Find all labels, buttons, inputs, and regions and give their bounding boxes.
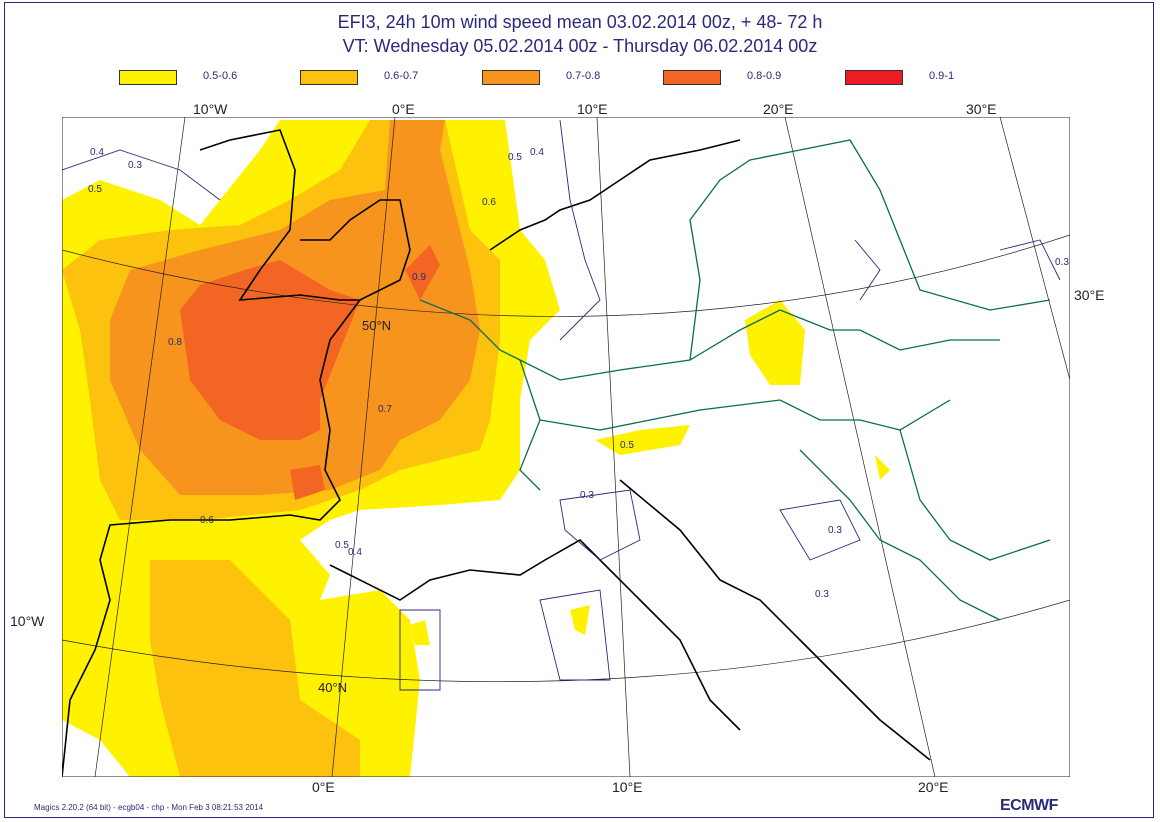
contour-label: 0.4 <box>90 147 104 158</box>
contour-label: 0.9 <box>412 272 426 283</box>
lon-label-top: 0°E <box>392 101 415 117</box>
contour-label: 0.8 <box>168 337 182 348</box>
legend-swatch-4 <box>845 70 903 85</box>
legend-swatch-0 <box>119 70 177 85</box>
efi-area-0.8 <box>180 245 800 500</box>
title-line-1: EFI3, 24h 10m wind speed mean 03.02.2014… <box>337 12 823 32</box>
contour-labels: 0.4 0.3 0.5 0.5 0.4 0.6 0.8 0.7 0.6 0.9 … <box>88 147 1069 600</box>
title-line-2: VT: Wednesday 05.02.2014 00z - Thursday … <box>342 36 818 56</box>
contour-label: 0.4 <box>348 547 362 558</box>
contour-label: 0.6 <box>200 515 214 526</box>
coastlines <box>62 129 931 777</box>
lon-label-bottom: 10°E <box>612 779 643 795</box>
lat-label-50n: 50°N <box>362 318 391 333</box>
contour-label: 0.3 <box>828 525 842 536</box>
contour-label: 0.3 <box>1055 257 1069 268</box>
contour-lines <box>62 119 1061 691</box>
contour-label: 0.3 <box>815 589 829 600</box>
contour-label: 0.5 <box>508 152 522 163</box>
map: 0.4 0.3 0.5 0.5 0.4 0.6 0.8 0.7 0.6 0.9 … <box>62 117 1070 777</box>
figure-frame <box>4 2 1154 818</box>
contour-label: 0.4 <box>530 147 544 158</box>
lon-label-top: 30°E <box>966 101 997 117</box>
contour-label: 0.5 <box>620 440 634 451</box>
contour-label: 0.3 <box>128 160 142 171</box>
lon-label-top: 10°E <box>577 101 608 117</box>
lon-label-bottom: 20°E <box>918 779 949 795</box>
legend-label-0: 0.5-0.6 <box>203 70 238 82</box>
borders <box>419 139 1051 621</box>
legend-swatch-1 <box>300 70 358 85</box>
legend-swatch-2 <box>482 70 540 85</box>
legend-swatch-3 <box>663 70 721 85</box>
legend-label-3: 0.8-0.9 <box>747 70 782 82</box>
lon-label-top: 10°W <box>193 101 228 117</box>
contour-label: 0.5 <box>88 184 102 195</box>
lon-label-right: 30°E <box>1074 287 1105 303</box>
contour-label: 0.3 <box>580 490 594 501</box>
legend-label-4: 0.9-1 <box>929 70 955 82</box>
lat-label-40n: 40°N <box>318 680 347 695</box>
contour-label: 0.6 <box>482 197 496 208</box>
legend-label-2: 0.7-0.8 <box>566 70 601 82</box>
ecmwf-logo: ECMWF <box>1000 797 1058 814</box>
legend-label-1: 0.6-0.7 <box>384 70 419 82</box>
lon-label-left: 10°W <box>10 613 45 629</box>
lon-label-top: 20°E <box>763 101 794 117</box>
lon-label-bottom: 0°E <box>312 779 335 795</box>
contour-label: 0.7 <box>378 404 392 415</box>
contour-label: 0.5 <box>335 540 349 551</box>
footer-text: Magics 2.20.2 (64 bit) - ecgb04 - chp - … <box>34 803 264 812</box>
graticule <box>62 117 1070 777</box>
